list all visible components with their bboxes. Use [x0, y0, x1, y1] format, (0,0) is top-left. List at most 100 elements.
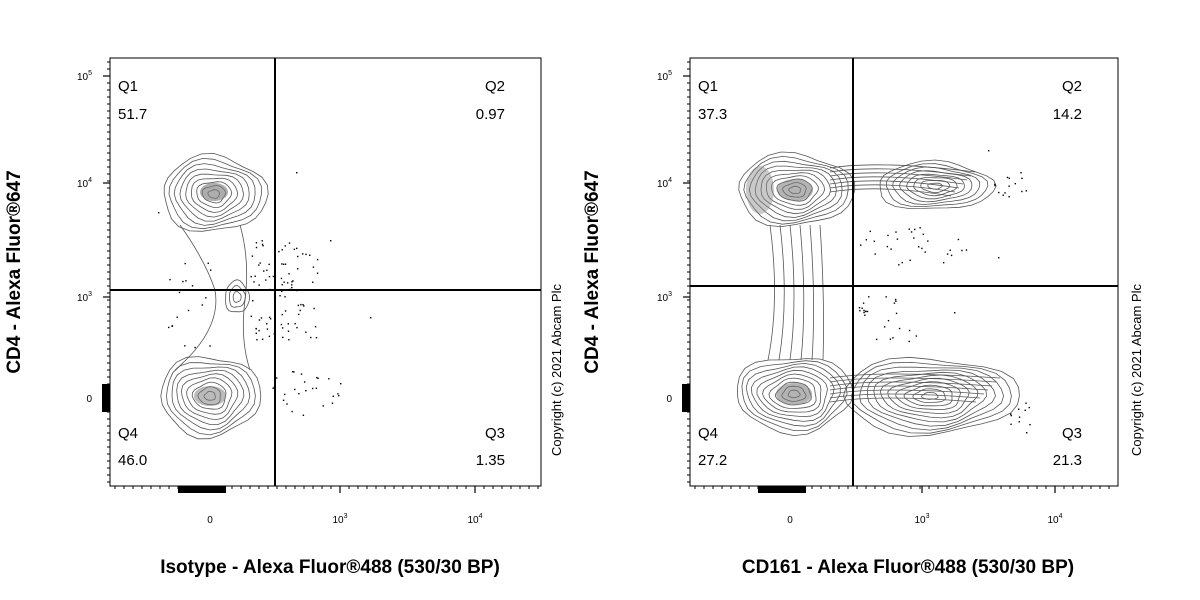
event-dot — [950, 254, 953, 257]
quadrant-name-q1: Q1 — [118, 78, 138, 95]
density-contour — [799, 224, 805, 361]
plot-frame — [109, 57, 542, 487]
event-dot — [1008, 177, 1010, 179]
event-dot — [922, 233, 925, 236]
event-dot — [864, 310, 867, 313]
event-dot — [1028, 406, 1031, 409]
density-contour — [168, 157, 262, 230]
quadrant-name-q4: Q4 — [118, 425, 138, 442]
density-contour — [887, 377, 970, 415]
event-dot — [284, 393, 286, 396]
event-dot — [268, 316, 271, 319]
event-dot — [287, 330, 290, 333]
event-dot — [284, 245, 286, 247]
event-dot — [998, 191, 1000, 194]
event-dot — [288, 273, 290, 275]
event-dot — [210, 269, 212, 271]
event-dot — [272, 275, 275, 278]
density-contour — [760, 169, 832, 215]
event-dot — [281, 290, 283, 293]
event-dot — [291, 410, 293, 413]
event-dot — [258, 264, 260, 266]
event-dot — [286, 403, 288, 405]
copyright-notice: Copyright (c) 2021 Abcam Plc — [1129, 284, 1144, 456]
event-dot — [292, 280, 294, 282]
event-dot — [209, 345, 211, 347]
density-contour — [829, 385, 989, 391]
event-dot — [908, 340, 910, 343]
x-tick-label: 0 — [787, 515, 793, 526]
density-contour — [912, 388, 946, 403]
event-dot — [1020, 172, 1022, 174]
y-tick-label: 105 — [77, 70, 92, 83]
event-dot — [254, 275, 256, 277]
event-dot — [281, 263, 283, 265]
event-dot — [330, 240, 332, 242]
density-core — [194, 386, 226, 406]
density-contour — [191, 381, 227, 410]
event-dot — [314, 326, 317, 328]
event-dot — [310, 336, 312, 339]
density-contour — [232, 291, 242, 303]
event-dot — [288, 338, 290, 341]
event-dot — [294, 322, 296, 325]
event-dot — [317, 377, 319, 379]
density-core — [746, 166, 774, 214]
density-core — [200, 183, 228, 201]
event-dot — [957, 238, 960, 241]
event-dot — [858, 307, 861, 309]
event-dot — [281, 283, 283, 286]
x-zero-tick-cluster — [758, 486, 806, 493]
density-contour — [859, 366, 1005, 431]
density-contour — [770, 175, 819, 206]
event-dot — [994, 184, 996, 187]
density-contour — [829, 168, 972, 177]
density-contour — [736, 358, 854, 437]
event-dot — [865, 239, 868, 241]
event-dot — [328, 378, 330, 380]
event-dot — [250, 315, 252, 318]
density-contour — [850, 361, 1012, 434]
quadrant-percent-q3: 21.3 — [1053, 452, 1082, 469]
x-tick-label: 103 — [914, 513, 929, 526]
event-dot — [862, 302, 865, 304]
event-dot — [303, 381, 306, 383]
event-dot — [281, 327, 284, 329]
density-contour — [738, 151, 856, 228]
event-dot — [261, 338, 264, 340]
event-dot — [269, 318, 272, 320]
event-dot — [869, 230, 871, 233]
event-dot — [873, 240, 876, 243]
quadrant-percent-q2: 0.97 — [476, 106, 505, 123]
event-dot — [1010, 414, 1012, 417]
event-dot — [338, 394, 340, 397]
x-tick-label: 0 — [207, 515, 213, 526]
event-dot — [910, 231, 913, 233]
event-dot — [280, 277, 283, 280]
density-contour — [829, 172, 968, 181]
event-dot — [281, 249, 283, 251]
density-contour — [892, 166, 981, 205]
event-dot — [315, 387, 318, 390]
density-contour — [885, 163, 989, 208]
event-dot — [340, 383, 342, 385]
event-dot — [312, 281, 314, 283]
copyright-notice: Copyright (c) 2021 Abcam Plc — [549, 284, 564, 456]
y-axis: 0 103 104 105 — [657, 61, 690, 483]
event-dot — [294, 388, 296, 391]
x-zero-tick-cluster — [178, 486, 226, 493]
event-dot — [281, 313, 283, 316]
quadrant-percent-q1: 51.7 — [118, 106, 147, 123]
event-dot — [892, 337, 894, 339]
event-dot — [178, 291, 181, 294]
event-dot — [894, 298, 897, 301]
event-dot — [184, 262, 186, 265]
event-dot — [255, 246, 258, 249]
density-contour — [748, 160, 843, 222]
plot-panel-1: Q1 51.7 Q2 0.97 Q4 46.0 Q3 1.35 0 103 104 105 0 103 10… — [4, 57, 564, 578]
event-dot — [299, 309, 301, 312]
event-dot — [266, 328, 269, 330]
event-dot — [896, 238, 899, 240]
density-contour — [179, 168, 250, 222]
event-dot — [1024, 409, 1026, 411]
